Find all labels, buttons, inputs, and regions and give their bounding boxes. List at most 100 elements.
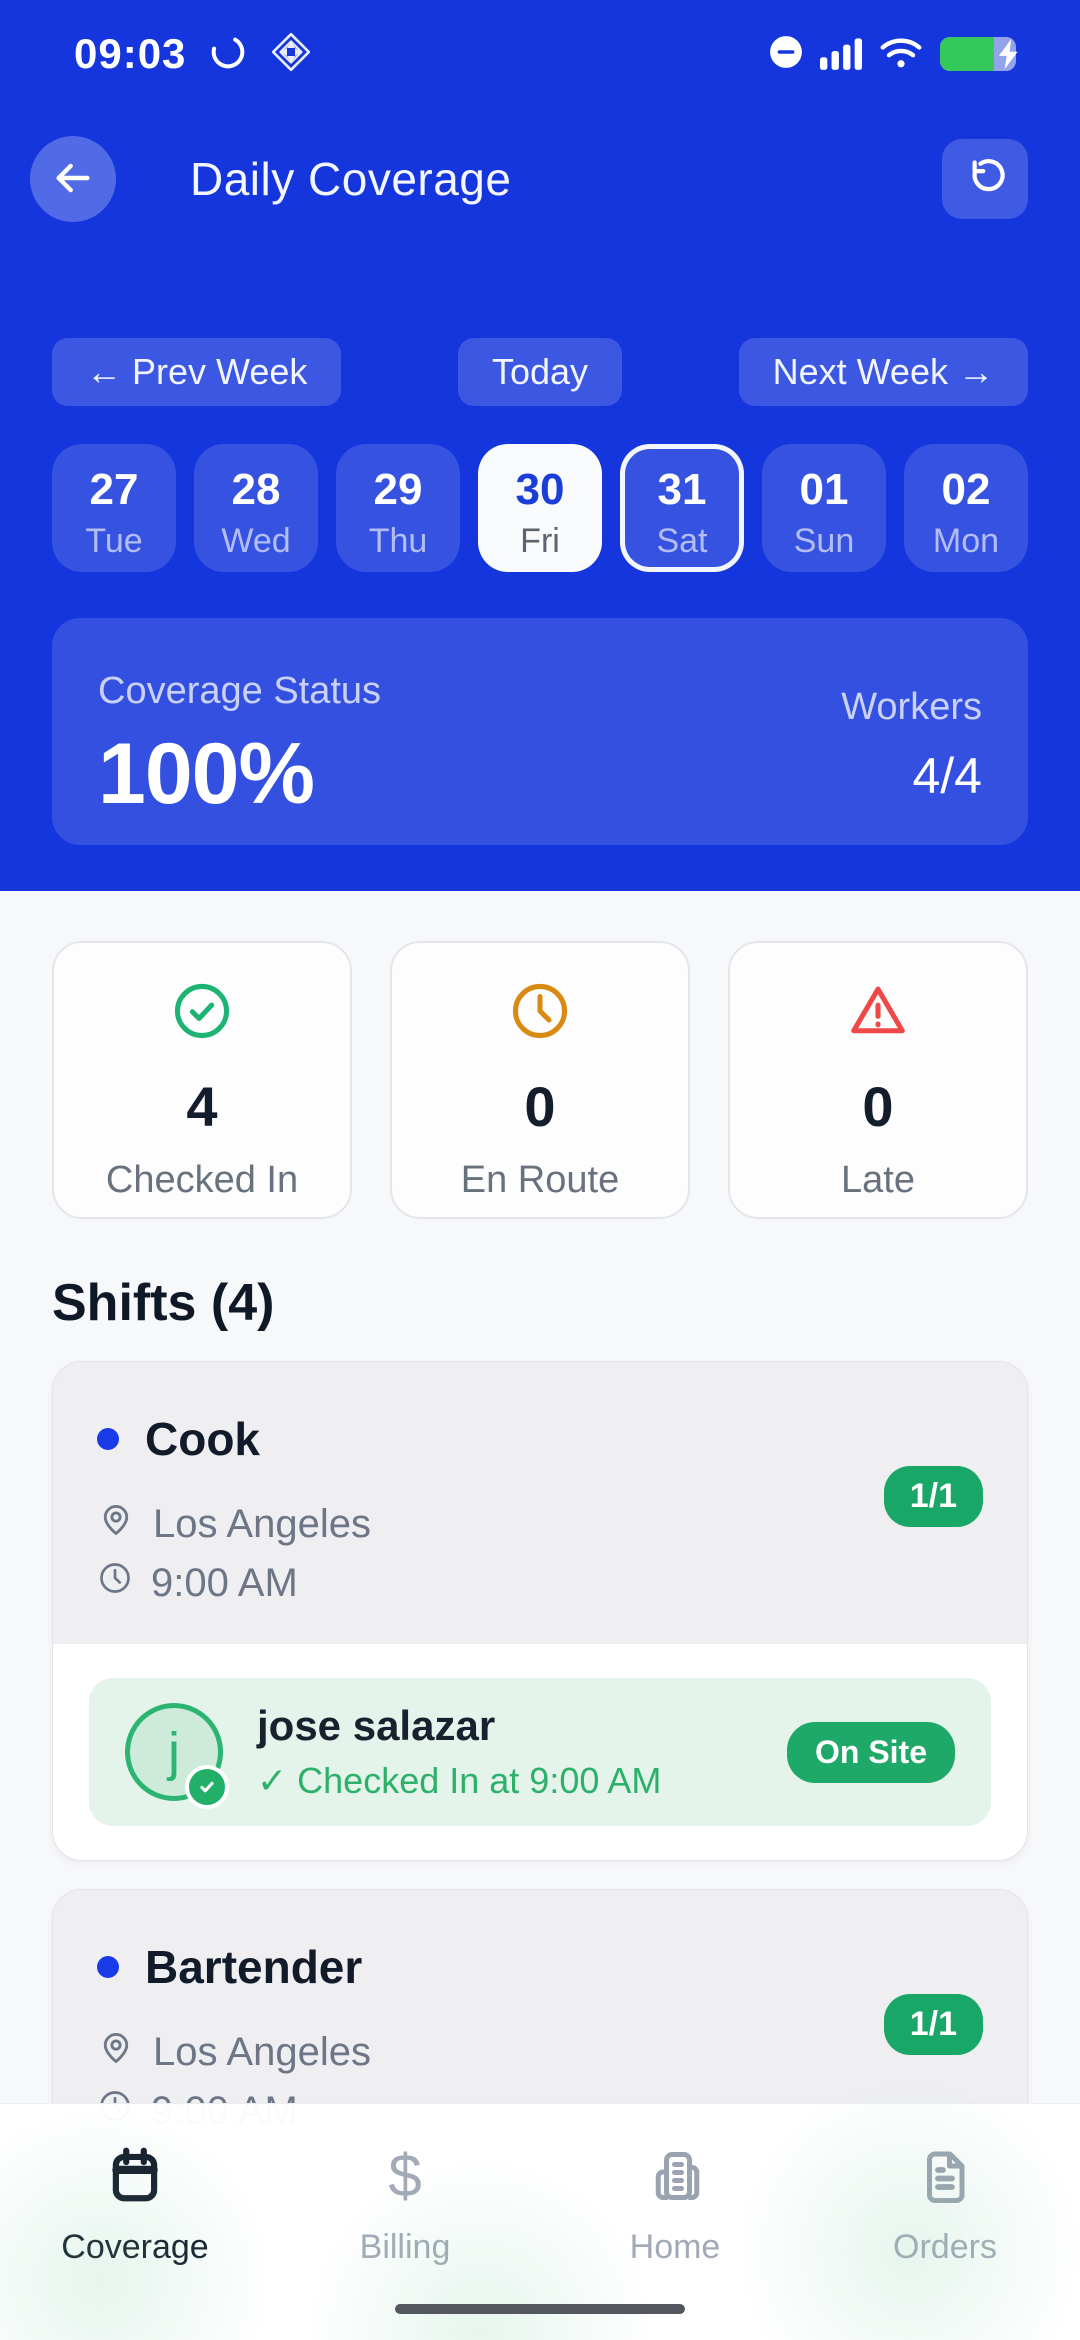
status-bar-left: 09:03 (74, 30, 312, 78)
date-chip-sat-31-today[interactable]: 31 Sat (620, 444, 744, 572)
date-weekday: Wed (221, 522, 291, 560)
header: Daily Coverage (30, 136, 1028, 222)
charging-bolt-icon (990, 35, 1028, 78)
checked-in-badge-icon (185, 1765, 229, 1809)
filled-count-badge: 1/1 (883, 1466, 983, 1527)
clock-icon (508, 979, 572, 1048)
dollar-icon: $ (388, 2142, 422, 2209)
refresh-button[interactable] (942, 139, 1028, 219)
shift-location: Los Angeles (153, 1501, 371, 1546)
nav-item-billing[interactable]: $ Billing (270, 2144, 540, 2340)
date-chip-mon-02[interactable]: 02 Mon (904, 444, 1028, 572)
date-number: 02 (941, 465, 991, 514)
next-week-button[interactable]: Next Week → (738, 338, 1028, 406)
stat-card-en-route: 0 En Route (390, 941, 690, 1219)
date-number: 29 (373, 465, 423, 514)
week-navigation: ← Prev Week Today Next Week → (52, 338, 1028, 406)
role-dot-icon (97, 1956, 119, 1978)
nav-label: Coverage (61, 2228, 209, 2266)
nav-label: Billing (359, 2228, 451, 2266)
refresh-icon (962, 155, 1008, 204)
battery-fill (940, 37, 994, 71)
blue-header-section: 09:03 (0, 0, 1080, 891)
worker-name: jose salazar (257, 1702, 496, 1749)
battery-icon (940, 37, 1018, 71)
stat-label: Checked In (105, 1159, 299, 1201)
date-chip-thu-29[interactable]: 29 Thu (336, 444, 460, 572)
stat-value: 0 (862, 1075, 894, 1138)
stat-card-checked-in: 4 Checked In (52, 941, 352, 1219)
date-weekday: Fri (520, 522, 560, 560)
nav-item-orders[interactable]: Orders (810, 2144, 1080, 2340)
date-chip-sun-01[interactable]: 01 Sun (762, 444, 886, 572)
date-weekday: Tue (85, 522, 143, 560)
coverage-status-card: Coverage Status 100% Workers 4/4 (52, 618, 1028, 845)
date-chip-wed-28[interactable]: 28 Wed (194, 444, 318, 572)
nav-item-coverage[interactable]: Coverage (0, 2144, 270, 2340)
shift-header: Cook 1/1 Los Angeles 9:00 AM (53, 1362, 1027, 1644)
worker-checkin-status: ✓ Checked In at 9:00 AM (257, 1760, 662, 1801)
date-number: 01 (799, 465, 849, 514)
shift-workers-section: j jose salazar ✓ Checked In at 9:00 AM O… (53, 1644, 1027, 1860)
back-arrow-icon (50, 155, 96, 204)
stat-label: En Route (460, 1159, 620, 1201)
back-button[interactable] (30, 136, 116, 222)
shift-role: Bartender (145, 1941, 363, 1993)
wifi-icon (878, 33, 924, 76)
onsite-status-badge: On Site (786, 1721, 955, 1783)
clock-small-icon (97, 1560, 133, 1606)
shift-role: Cook (145, 1413, 260, 1465)
shift-header: Bartender 1/1 Los Angeles 9:00 AM (53, 1890, 1027, 2172)
bottom-navigation: Coverage $ Billing Home Orders (0, 2070, 1080, 2340)
status-time: 09:03 (74, 30, 187, 77)
workers-label: Workers (841, 686, 982, 728)
do-not-disturb-icon (768, 34, 804, 75)
alert-triangle-icon (846, 979, 910, 1048)
workers-block: Workers 4/4 (841, 686, 982, 845)
shift-time-row: 9:00 AM (97, 1560, 983, 1606)
worker-info: jose salazar ✓ Checked In at 9:00 AM (257, 1702, 661, 1802)
stats-row: 4 Checked In 0 En Route 0 Late (52, 941, 1028, 1219)
coverage-status-value: 100% (98, 726, 315, 822)
diamond-status-icon (270, 31, 312, 78)
worker-avatar: j (125, 1703, 229, 1809)
shift-card-cook[interactable]: Cook 1/1 Los Angeles 9:00 AM j (52, 1361, 1028, 1861)
signal-bars-icon (820, 34, 862, 75)
date-weekday: Sat (656, 522, 708, 560)
date-weekday: Mon (932, 522, 1000, 560)
shift-location: Los Angeles (153, 2029, 371, 2074)
shift-location-row: Los Angeles (97, 1500, 983, 1548)
nav-label: Home (629, 2228, 721, 2266)
check-circle-icon (170, 979, 234, 1048)
nav-item-home[interactable]: Home (540, 2144, 810, 2340)
stat-card-late: 0 Late (728, 941, 1028, 1219)
prev-week-button[interactable]: ← Prev Week (52, 338, 342, 406)
stat-label: Late (841, 1159, 915, 1201)
stat-value: 0 (524, 1075, 556, 1138)
shifts-heading: Shifts (4) (52, 1274, 275, 1332)
date-chip-fri-30-selected[interactable]: 30 Fri (478, 444, 602, 572)
nav-label: Orders (893, 2228, 997, 2266)
location-pin-icon (97, 2028, 135, 2076)
today-button[interactable]: Today (457, 338, 623, 406)
date-number: 28 (231, 465, 281, 514)
filled-count-badge: 1/1 (883, 1994, 983, 2055)
role-row: Cook (97, 1412, 983, 1466)
coverage-status-block: Coverage Status 100% (98, 670, 381, 845)
date-number: 31 (657, 465, 707, 514)
date-weekday: Thu (368, 522, 428, 560)
date-chip-tue-27[interactable]: 27 Tue (52, 444, 176, 572)
document-icon (915, 2144, 975, 2206)
home-indicator[interactable] (395, 2304, 685, 2314)
role-row: Bartender (97, 1940, 983, 1994)
status-bar-right (768, 33, 1018, 76)
calendar-icon (104, 2144, 166, 2206)
stat-value: 4 (186, 1075, 218, 1138)
shift-start-time: 9:00 AM (151, 1560, 298, 1605)
date-weekday: Sun (793, 522, 855, 560)
loading-spinner-icon (208, 32, 248, 77)
shift-location-row: Los Angeles (97, 2028, 983, 2076)
workers-value: 4/4 (912, 748, 982, 804)
date-number: 27 (89, 465, 139, 514)
